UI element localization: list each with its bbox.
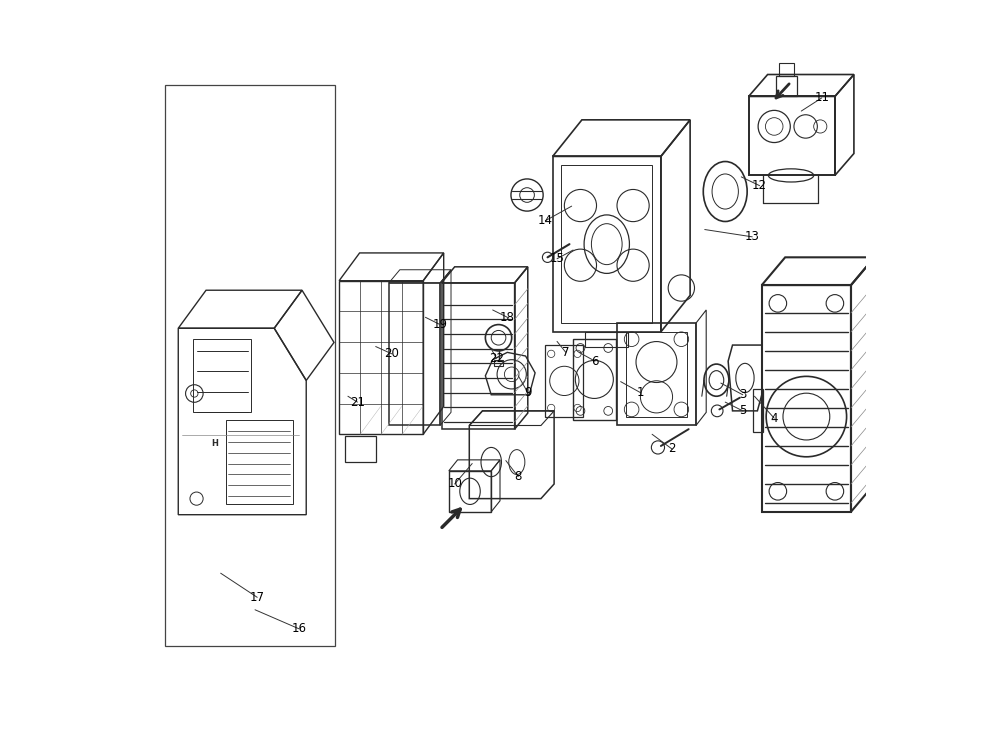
Bar [442,283,515,429]
Text: 19: 19 [433,318,448,331]
Bar [389,283,440,426]
Bar [762,285,851,512]
Bar [749,96,835,175]
Text: 21: 21 [350,396,365,409]
Text: 20: 20 [384,347,399,360]
Bar [776,76,797,96]
Text: 18: 18 [500,310,515,324]
Bar [226,420,293,504]
Text: 4: 4 [770,412,778,425]
Text: H: H [211,440,218,448]
Text: 22: 22 [489,352,504,365]
Text: 5: 5 [739,404,746,418]
Bar [345,436,376,462]
Text: 2: 2 [668,443,676,455]
Bar [585,332,628,346]
Bar [553,156,661,332]
Bar [494,360,503,366]
Bar [779,63,794,76]
Text: 17: 17 [250,591,265,604]
Bar [449,470,491,512]
Text: 16: 16 [291,622,306,636]
Text: 6: 6 [591,355,599,368]
Bar [561,165,652,323]
Bar [617,323,696,426]
Bar [626,332,687,417]
Text: 12: 12 [752,179,767,192]
Text: 1: 1 [637,386,644,399]
Bar [753,388,763,432]
Bar [339,280,423,435]
Bar [545,345,583,417]
Text: 14: 14 [538,214,553,228]
Text: 9: 9 [524,386,532,399]
Bar [573,339,616,420]
Text: 11: 11 [814,92,829,104]
Text: 3: 3 [739,388,746,401]
Text: 8: 8 [515,470,522,483]
Bar [193,339,251,413]
Text: 7: 7 [562,346,570,359]
Text: 13: 13 [745,230,760,244]
Text: 15: 15 [550,252,564,265]
Text: 10: 10 [447,478,462,490]
